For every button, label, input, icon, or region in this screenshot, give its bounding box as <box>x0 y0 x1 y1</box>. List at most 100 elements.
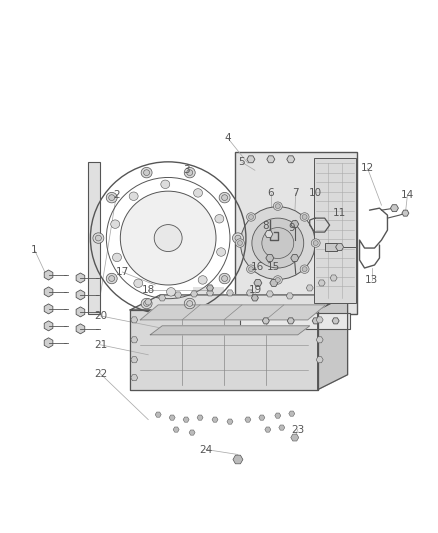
Polygon shape <box>291 434 299 441</box>
Polygon shape <box>247 290 254 296</box>
Polygon shape <box>227 419 233 424</box>
Polygon shape <box>316 317 323 323</box>
Ellipse shape <box>106 192 117 203</box>
Ellipse shape <box>233 233 244 243</box>
Ellipse shape <box>166 288 176 296</box>
Text: 7: 7 <box>293 188 299 198</box>
Ellipse shape <box>141 167 152 178</box>
Ellipse shape <box>276 204 280 208</box>
Polygon shape <box>330 275 337 281</box>
Text: 14: 14 <box>401 190 414 200</box>
Polygon shape <box>175 292 182 298</box>
Polygon shape <box>173 427 179 432</box>
Bar <box>314 158 356 303</box>
Ellipse shape <box>144 301 150 306</box>
Polygon shape <box>159 295 166 301</box>
FancyBboxPatch shape <box>235 152 357 314</box>
Text: 12: 12 <box>361 163 374 173</box>
Text: 21: 21 <box>94 340 107 350</box>
Ellipse shape <box>236 239 244 247</box>
Text: 19: 19 <box>249 285 262 295</box>
Ellipse shape <box>300 213 309 221</box>
Ellipse shape <box>252 218 304 268</box>
Polygon shape <box>287 318 294 324</box>
Polygon shape <box>267 156 275 163</box>
Polygon shape <box>44 304 53 314</box>
Text: 22: 22 <box>94 369 107 379</box>
Polygon shape <box>76 324 85 334</box>
Ellipse shape <box>161 180 170 189</box>
Ellipse shape <box>187 169 193 175</box>
Polygon shape <box>183 417 189 422</box>
Polygon shape <box>286 293 293 299</box>
Polygon shape <box>197 415 203 420</box>
Ellipse shape <box>120 191 216 285</box>
Polygon shape <box>169 415 175 420</box>
Polygon shape <box>402 210 409 216</box>
Polygon shape <box>212 417 218 422</box>
Polygon shape <box>130 310 318 390</box>
Polygon shape <box>76 290 85 300</box>
Ellipse shape <box>141 298 152 309</box>
Ellipse shape <box>247 213 255 221</box>
Polygon shape <box>265 427 271 432</box>
Polygon shape <box>306 285 313 291</box>
Polygon shape <box>76 307 85 317</box>
Polygon shape <box>131 337 138 343</box>
Ellipse shape <box>184 167 195 178</box>
Polygon shape <box>131 357 138 363</box>
Ellipse shape <box>222 195 228 200</box>
Text: 5: 5 <box>239 157 245 167</box>
Text: 17: 17 <box>116 267 129 277</box>
Text: 6: 6 <box>268 188 274 198</box>
Polygon shape <box>312 318 319 324</box>
Polygon shape <box>226 290 233 296</box>
Polygon shape <box>251 295 258 301</box>
Polygon shape <box>291 221 299 228</box>
Polygon shape <box>259 415 265 420</box>
Polygon shape <box>336 244 343 251</box>
Ellipse shape <box>237 241 242 246</box>
Ellipse shape <box>302 215 307 220</box>
Text: 23: 23 <box>291 425 304 434</box>
FancyBboxPatch shape <box>240 313 350 329</box>
Polygon shape <box>265 231 273 238</box>
Polygon shape <box>318 295 348 390</box>
Polygon shape <box>266 255 274 262</box>
Ellipse shape <box>198 276 207 284</box>
Ellipse shape <box>219 192 230 203</box>
Polygon shape <box>44 287 53 297</box>
Polygon shape <box>145 299 152 305</box>
Polygon shape <box>275 413 281 418</box>
Text: 16: 16 <box>251 262 265 272</box>
Polygon shape <box>189 430 195 435</box>
Polygon shape <box>332 318 339 324</box>
Polygon shape <box>155 412 161 417</box>
Ellipse shape <box>276 278 280 282</box>
Ellipse shape <box>113 253 121 262</box>
Ellipse shape <box>302 266 307 271</box>
Ellipse shape <box>222 276 228 281</box>
Polygon shape <box>247 156 255 163</box>
Polygon shape <box>44 321 53 331</box>
Text: 18: 18 <box>141 285 155 295</box>
Ellipse shape <box>311 239 320 247</box>
Polygon shape <box>289 411 295 416</box>
Polygon shape <box>130 295 348 310</box>
Polygon shape <box>131 317 138 323</box>
Polygon shape <box>262 318 269 324</box>
Ellipse shape <box>273 276 283 284</box>
Ellipse shape <box>217 248 226 256</box>
Ellipse shape <box>313 241 318 246</box>
Polygon shape <box>76 273 85 283</box>
Ellipse shape <box>111 220 120 228</box>
Ellipse shape <box>262 228 294 259</box>
Text: 4: 4 <box>225 133 231 143</box>
Polygon shape <box>207 290 213 296</box>
Ellipse shape <box>93 233 104 243</box>
Ellipse shape <box>300 265 309 273</box>
Polygon shape <box>207 285 213 291</box>
Ellipse shape <box>248 215 254 220</box>
Text: 9: 9 <box>289 223 295 233</box>
Ellipse shape <box>248 266 254 271</box>
